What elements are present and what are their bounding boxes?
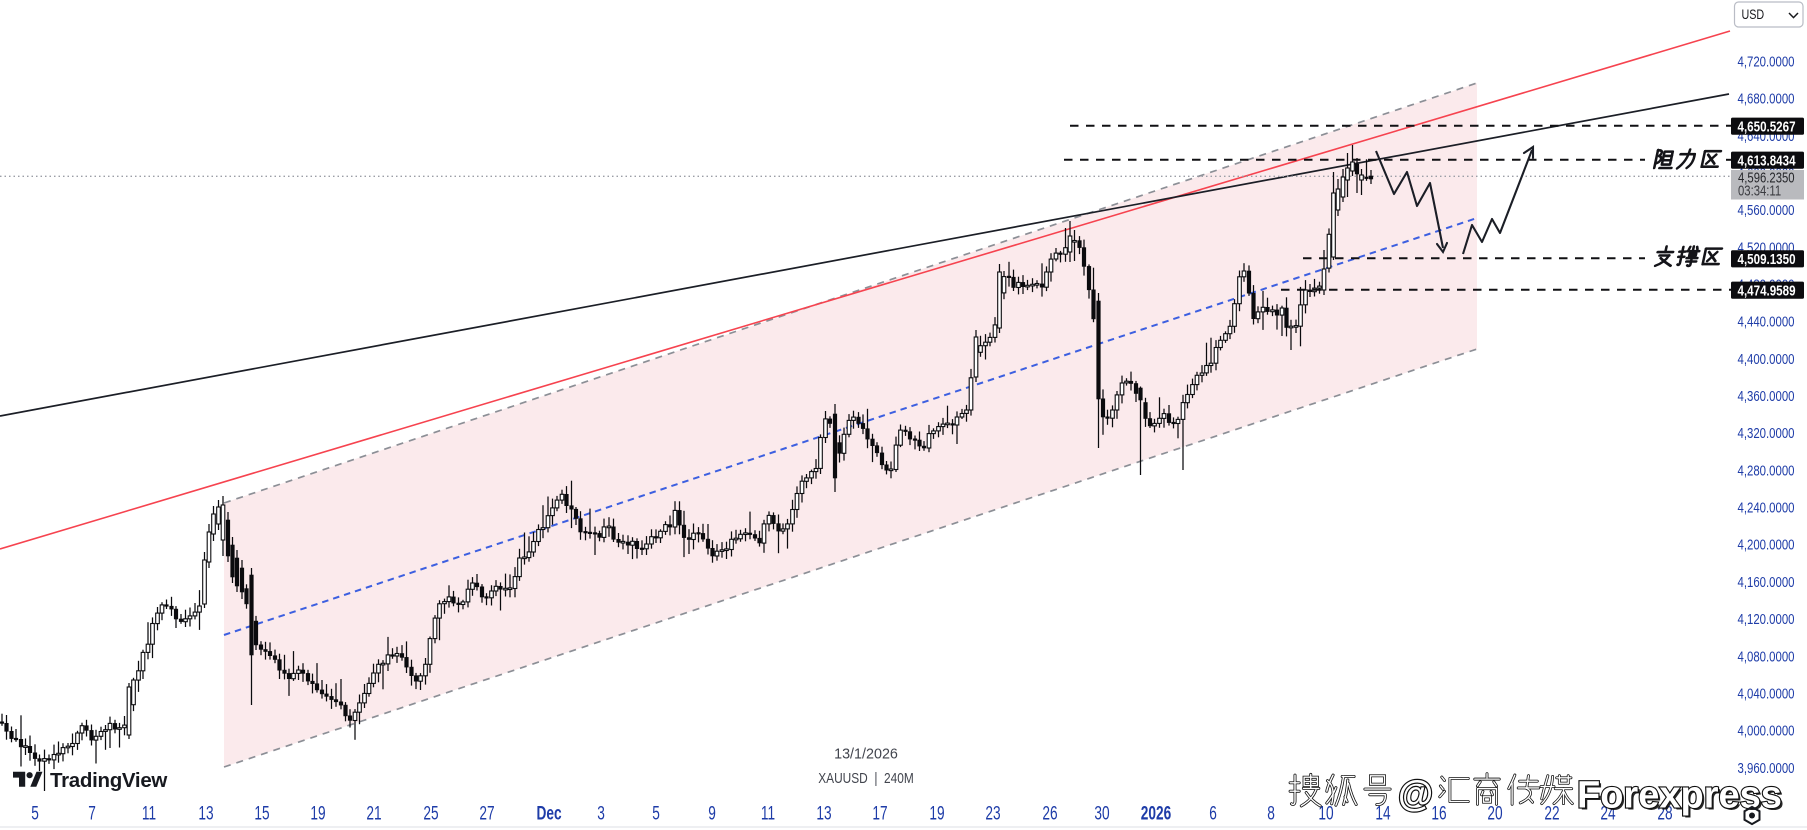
- svg-text:11: 11: [761, 802, 775, 824]
- svg-text:3: 3: [597, 802, 605, 824]
- svg-text:15: 15: [254, 802, 269, 824]
- svg-text:4,120.0000: 4,120.0000: [1738, 611, 1795, 628]
- svg-text:13/1/2026: 13/1/2026: [834, 746, 898, 762]
- svg-text:4,080.0000: 4,080.0000: [1738, 648, 1795, 665]
- svg-text:9: 9: [708, 802, 716, 824]
- svg-text:17: 17: [872, 802, 887, 824]
- svg-text:4,720.0000: 4,720.0000: [1738, 53, 1795, 70]
- svg-text:4,560.0000: 4,560.0000: [1738, 202, 1795, 219]
- svg-text:4,320.0000: 4,320.0000: [1738, 425, 1795, 442]
- svg-text:2026: 2026: [1141, 802, 1171, 824]
- svg-text:11: 11: [142, 802, 156, 824]
- svg-text:30: 30: [1094, 802, 1109, 824]
- svg-text:13: 13: [816, 802, 831, 824]
- svg-text:24: 24: [1600, 802, 1615, 824]
- svg-text:4,240.0000: 4,240.0000: [1738, 499, 1795, 516]
- svg-text:25: 25: [423, 802, 438, 824]
- svg-text:3,960.0000: 3,960.0000: [1738, 759, 1795, 776]
- svg-text:16: 16: [1431, 802, 1446, 824]
- svg-text:22: 22: [1544, 802, 1559, 824]
- svg-text:4,280.0000: 4,280.0000: [1738, 462, 1795, 479]
- svg-text:4,400.0000: 4,400.0000: [1738, 350, 1795, 367]
- svg-text:4,474.9589: 4,474.9589: [1738, 282, 1796, 299]
- svg-text:5: 5: [652, 802, 660, 824]
- svg-text:Forexpress: Forexpress: [1579, 777, 1784, 819]
- svg-text:Forexpress: Forexpress: [1577, 775, 1782, 817]
- svg-text:5: 5: [31, 802, 39, 824]
- svg-text:27: 27: [479, 802, 494, 824]
- svg-text:4,040.0000: 4,040.0000: [1738, 685, 1795, 702]
- svg-text:4,650.5267: 4,650.5267: [1738, 118, 1796, 135]
- svg-text:20: 20: [1487, 802, 1502, 824]
- svg-text:@: @: [1398, 773, 1433, 814]
- svg-text:XAUUSD | 240M: XAUUSD | 240M: [818, 770, 914, 786]
- svg-text:26: 26: [1042, 802, 1057, 824]
- svg-text:28: 28: [1657, 802, 1672, 824]
- svg-text:13: 13: [198, 802, 213, 824]
- svg-text:7: 7: [88, 802, 96, 824]
- svg-text:Dec: Dec: [536, 802, 561, 824]
- svg-text:4,360.0000: 4,360.0000: [1738, 387, 1795, 404]
- svg-text:4,440.0000: 4,440.0000: [1738, 313, 1795, 330]
- svg-text:8: 8: [1267, 802, 1275, 824]
- svg-text:03:34:11: 03:34:11: [1738, 182, 1781, 199]
- svg-text:TradingView: TradingView: [50, 769, 167, 792]
- svg-text:4,680.0000: 4,680.0000: [1738, 90, 1795, 107]
- svg-text:4,596.2350: 4,596.2350: [1738, 169, 1795, 186]
- svg-text:19: 19: [310, 802, 325, 824]
- svg-text:4,613.8434: 4,613.8434: [1738, 152, 1797, 169]
- svg-text:23: 23: [985, 802, 1000, 824]
- svg-text:4,509.1350: 4,509.1350: [1738, 251, 1796, 268]
- svg-text:14: 14: [1375, 802, 1390, 824]
- svg-text:4,000.0000: 4,000.0000: [1738, 722, 1795, 739]
- svg-text:21: 21: [366, 802, 381, 824]
- svg-text:4,200.0000: 4,200.0000: [1738, 536, 1795, 553]
- svg-text:4,160.0000: 4,160.0000: [1738, 573, 1795, 590]
- svg-text:10: 10: [1318, 802, 1333, 824]
- svg-text:USD: USD: [1742, 7, 1765, 23]
- svg-text:6: 6: [1209, 802, 1217, 824]
- svg-text:19: 19: [929, 802, 944, 824]
